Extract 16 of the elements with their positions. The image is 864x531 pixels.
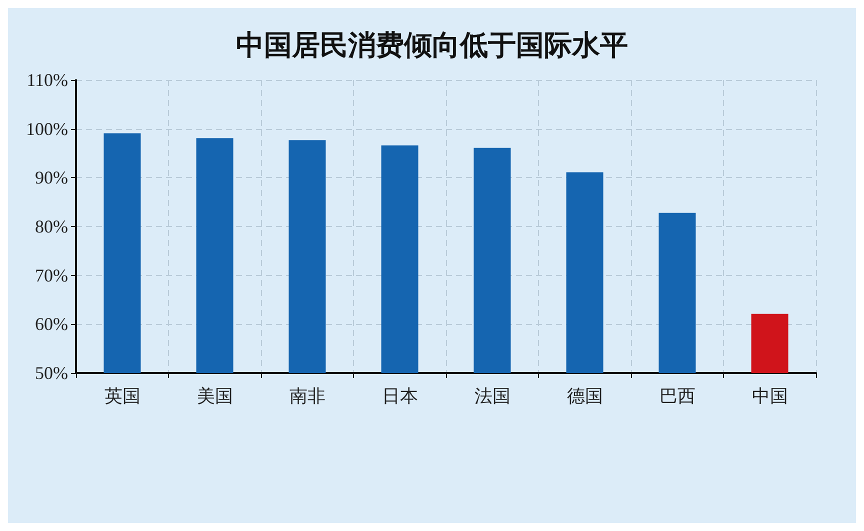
y-tick-label: 80% (35, 216, 68, 236)
y-tick-label: 70% (35, 265, 68, 286)
x-tick-label: 巴西 (659, 386, 696, 406)
x-tick-label: 日本 (382, 386, 418, 406)
y-tick-label: 110% (26, 70, 68, 90)
x-tick-label: 南非 (289, 386, 326, 406)
x-tick-label: 美国 (196, 386, 233, 406)
x-tick-label: 德国 (566, 386, 603, 406)
chart-title: 中国居民消费倾向低于国际水平 (236, 28, 628, 62)
x-tick-label: 中国 (752, 386, 788, 406)
y-tick-label: 60% (35, 314, 68, 334)
y-tick-label: 90% (35, 168, 68, 188)
x-tick-label: 英国 (104, 386, 140, 406)
y-tick-label: 100% (26, 118, 68, 139)
y-tick-label: 50% (35, 363, 68, 383)
x-tick-label: 法国 (474, 386, 510, 406)
